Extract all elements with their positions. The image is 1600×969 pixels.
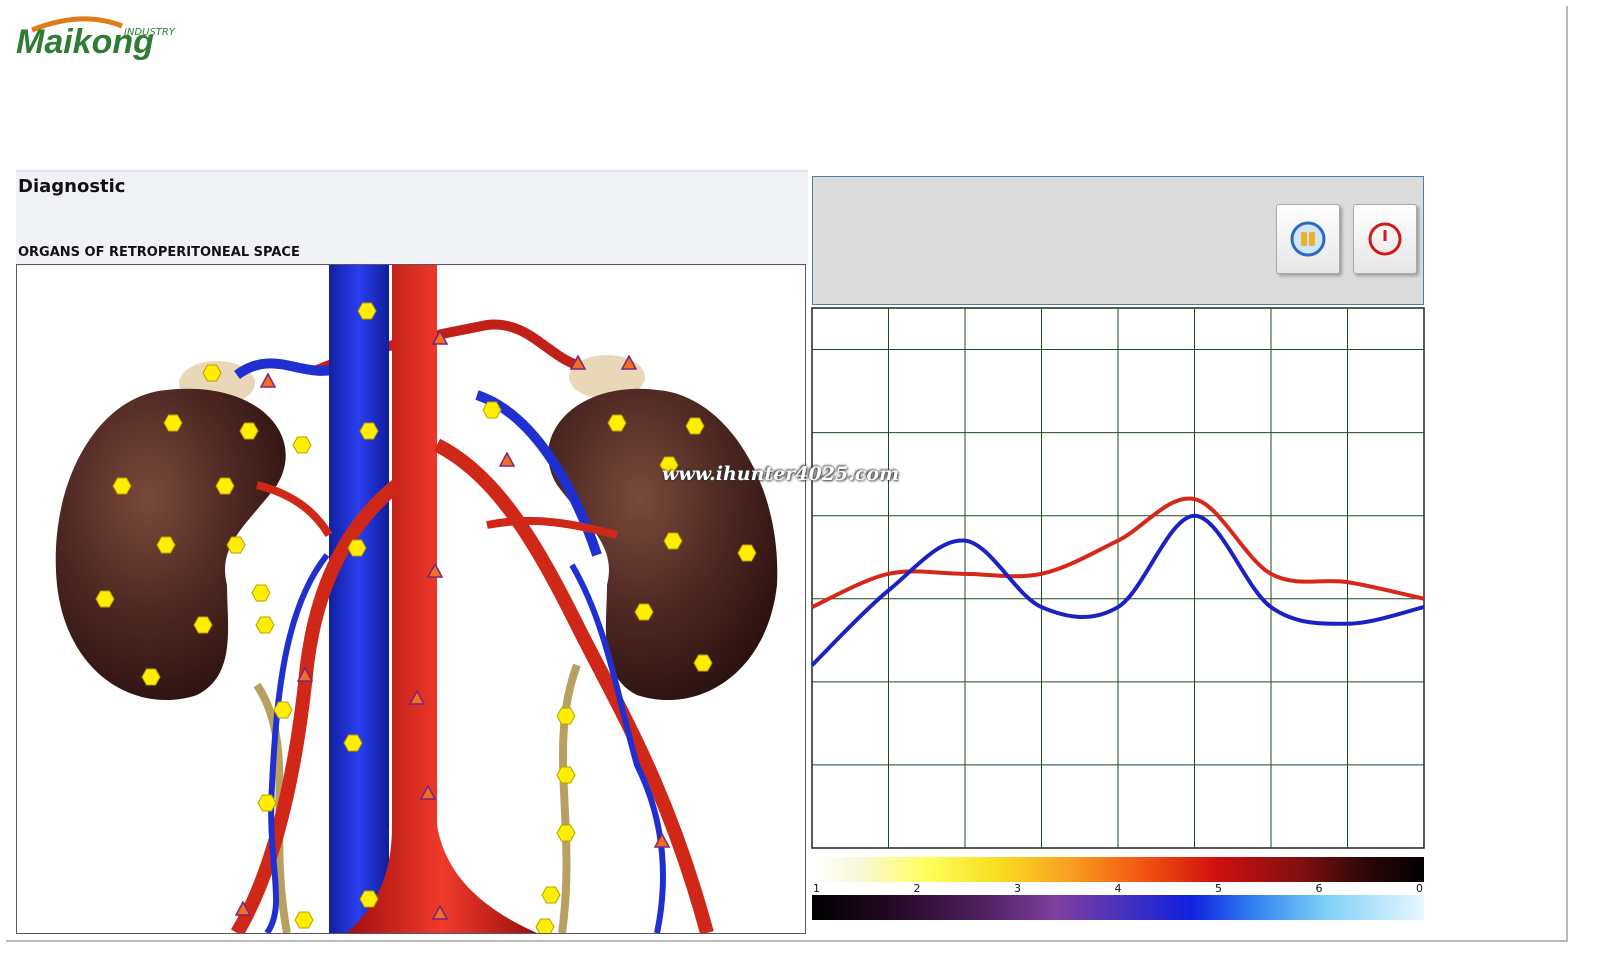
power-icon [1368, 222, 1402, 256]
pause-button[interactable] [1276, 204, 1340, 274]
panel-header [16, 170, 808, 266]
scale-label: 3 [1014, 882, 1021, 895]
chart [811, 307, 1425, 849]
scale-label: 4 [1114, 882, 1122, 895]
scale-label: 6 [1315, 882, 1323, 895]
scale-label: 2 [913, 882, 921, 895]
scale-label: 0 [1416, 882, 1423, 895]
logo: INDUSTRY Maikong [16, 16, 176, 61]
panel-title: Diagnostic [18, 176, 126, 197]
warm-scale [812, 857, 1424, 882]
cool-scale [812, 895, 1424, 920]
stop-button[interactable] [1353, 204, 1417, 274]
panel-subtitle: ORGANS OF RETROPERITONEAL SPACE [18, 245, 300, 260]
pause-icon [1290, 221, 1326, 257]
frame [6, 6, 1568, 942]
line-series [811, 513, 1425, 667]
anatomy-image [16, 264, 806, 934]
logo-tag: INDUSTRY [124, 27, 176, 38]
logo-name: Maikong [16, 23, 154, 61]
watermark: www.ihunter4025.com [662, 463, 900, 485]
scale-label: 5 [1215, 882, 1222, 895]
scale-label: 1 [813, 882, 820, 895]
